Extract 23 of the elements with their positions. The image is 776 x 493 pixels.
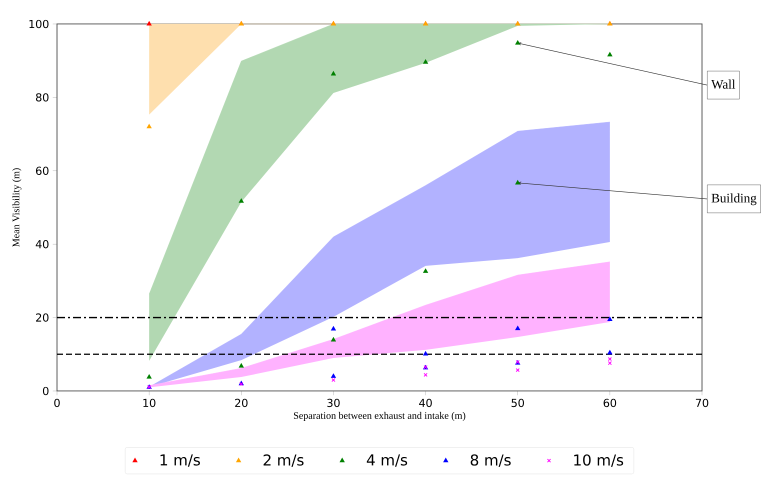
- y-tick-label: 60: [36, 166, 48, 175]
- x-tick-label: 30: [327, 398, 340, 408]
- legend-label: 10 m/s: [574, 454, 624, 467]
- legend-label: 4 m/s: [366, 454, 408, 467]
- y-tick-label: 20: [36, 313, 48, 322]
- x-tick-label: 70: [696, 398, 708, 408]
- y-tick-label: 80: [36, 93, 48, 102]
- x-tick-label: 20: [235, 398, 248, 408]
- legend-label: 8 m/s: [470, 454, 511, 467]
- x-tick-label: 40: [419, 398, 432, 408]
- y-axis-title: Mean Visibility (m): [12, 168, 22, 247]
- y-tick-label: 100: [29, 20, 48, 28]
- annotation: Building: [712, 193, 756, 206]
- x-tick-label: 60: [604, 398, 616, 408]
- x-tick-label: 10: [143, 398, 156, 408]
- legend-label: 1 m/s: [160, 454, 200, 467]
- annotation: Wall: [711, 80, 736, 89]
- x-axis-title: Separation between exhaust and intake (m): [294, 412, 466, 421]
- x-tick-label: 0: [54, 398, 60, 408]
- y-tick-label: 0: [42, 386, 49, 396]
- legend-label: 2 m/s: [264, 454, 304, 467]
- y-tick-label: 40: [36, 240, 48, 248]
- x-tick-label: 50: [512, 398, 524, 408]
